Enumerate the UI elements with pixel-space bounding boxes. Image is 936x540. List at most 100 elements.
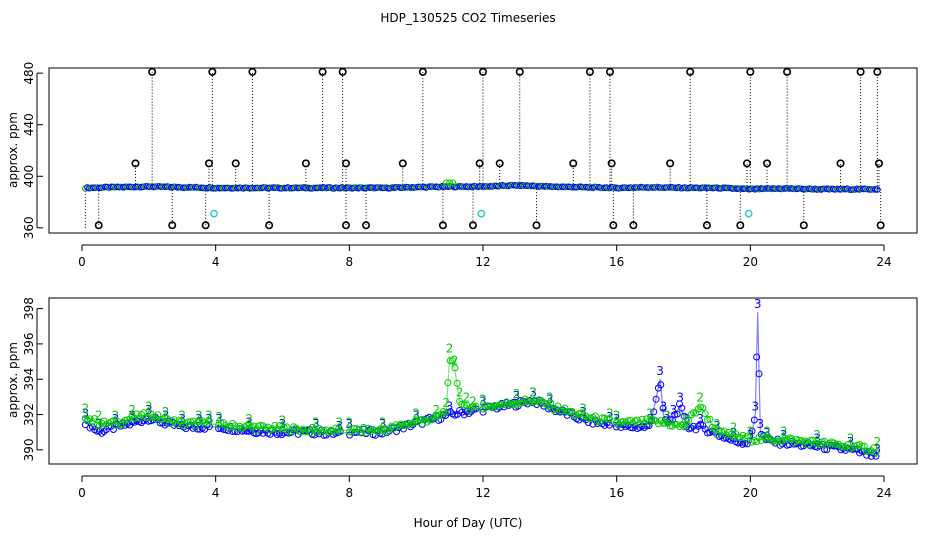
spike-point <box>265 221 274 230</box>
series-point-2 <box>472 402 480 410</box>
series-point-2 <box>350 424 358 432</box>
series-point-2 <box>91 415 99 423</box>
y-tick-label-0-3: 480 <box>22 62 36 85</box>
series-label-2: 2 <box>456 385 464 399</box>
series-point-3 <box>699 421 707 429</box>
series-point-2 <box>771 437 779 445</box>
series-point-2 <box>605 415 613 423</box>
series-label-3: 3 <box>513 389 521 403</box>
bottom-ylabel: approx. ppm <box>6 342 20 418</box>
baseline-point <box>286 185 294 192</box>
baseline-point <box>449 179 457 187</box>
series-point-3 <box>465 409 473 417</box>
series-label-3: 3 <box>145 403 153 417</box>
series-label-2: 2 <box>442 396 450 410</box>
spike-point <box>468 221 477 230</box>
series-label-3: 3 <box>312 417 320 431</box>
series-point-2 <box>152 414 160 422</box>
series-point-3 <box>650 408 658 416</box>
spike-point <box>208 67 217 76</box>
series-point-2 <box>711 424 719 432</box>
series-label-2: 2 <box>462 391 470 405</box>
baseline-point <box>874 186 881 193</box>
top-axes-layer: 0 4 8 12 16 20 24 360 400 440 480 <box>22 62 892 269</box>
series-point-2 <box>460 401 468 409</box>
series-point-2 <box>741 434 749 442</box>
series-point-2 <box>409 419 417 427</box>
series-label-2: 2 <box>451 354 459 368</box>
series-label-3: 3 <box>696 412 704 426</box>
series-point-2 <box>701 410 709 418</box>
spike-point <box>478 67 487 76</box>
series-point-2 <box>619 418 627 426</box>
series-label-2: 2 <box>82 401 90 415</box>
x-tick-label-0-1: 4 <box>212 255 220 269</box>
series-point-2 <box>435 412 443 420</box>
spike-point <box>569 159 578 168</box>
x-tick-label-0-4: 16 <box>609 255 624 269</box>
series-point-2 <box>706 415 714 423</box>
series-point-2 <box>205 417 213 425</box>
series-point-2 <box>175 417 183 425</box>
y-tick-label-1-2: 394 <box>22 368 36 391</box>
figure-title: HDP_130525 CO2 Timeseries <box>380 11 555 25</box>
spike-point <box>702 221 711 230</box>
series-point-2 <box>837 442 845 450</box>
spike-point <box>836 159 845 168</box>
x-tick-label-0-5: 20 <box>743 255 758 269</box>
spike-point <box>94 221 103 230</box>
series-label-2: 2 <box>873 435 881 449</box>
series-point-3 <box>156 419 164 427</box>
spike-point <box>131 159 140 168</box>
series-point-2 <box>224 423 232 431</box>
top-ylabel: approx. ppm <box>6 112 20 188</box>
series-point-2 <box>736 434 744 442</box>
series-point-2 <box>402 421 410 429</box>
series-point-2 <box>570 411 578 419</box>
series-label-3: 3 <box>613 412 621 426</box>
spike-point <box>204 159 213 168</box>
series-point-2 <box>725 428 733 436</box>
series-point-2 <box>636 419 644 427</box>
series-label-3: 3 <box>178 412 186 426</box>
series-label-2: 2 <box>780 424 788 438</box>
series-point-2 <box>690 409 698 417</box>
series-point-3 <box>690 422 698 430</box>
spike-point <box>746 67 755 76</box>
series-label-2: 2 <box>696 391 704 405</box>
series-label-2: 2 <box>847 431 855 445</box>
spike-point <box>318 67 327 76</box>
series-label-2: 2 <box>813 428 821 442</box>
spike-point <box>856 67 865 76</box>
series-point-2 <box>673 420 681 428</box>
series-point-2 <box>308 423 316 431</box>
series-point-2 <box>421 416 429 424</box>
series-point-2 <box>566 408 574 416</box>
series-point-3 <box>755 370 763 378</box>
series-point-2 <box>133 410 141 418</box>
series-point-2 <box>144 414 152 422</box>
series-label-2: 2 <box>379 415 387 429</box>
series-point-2 <box>453 379 461 387</box>
series-label-2: 2 <box>128 403 136 417</box>
spike-point <box>231 159 240 168</box>
series-label-3: 3 <box>162 408 170 422</box>
series-point-2 <box>835 440 843 448</box>
series-label-2: 2 <box>145 400 153 414</box>
cyan-point <box>744 209 753 218</box>
series-point-3 <box>652 395 660 403</box>
series-point-2 <box>301 428 309 436</box>
spike-point <box>736 221 745 230</box>
series-label-2: 2 <box>245 412 253 426</box>
series-label-2: 2 <box>432 403 440 417</box>
series-point-2 <box>119 420 127 428</box>
spike-point <box>607 159 616 168</box>
x-tick-label-1-3: 12 <box>475 486 490 500</box>
y-tick-label-1-3: 396 <box>22 332 36 355</box>
series-point-3 <box>748 427 756 435</box>
series-point-2 <box>273 425 281 433</box>
series-label-2: 2 <box>730 421 738 435</box>
figure-xlabel: Hour of Day (UTC) <box>414 516 523 530</box>
